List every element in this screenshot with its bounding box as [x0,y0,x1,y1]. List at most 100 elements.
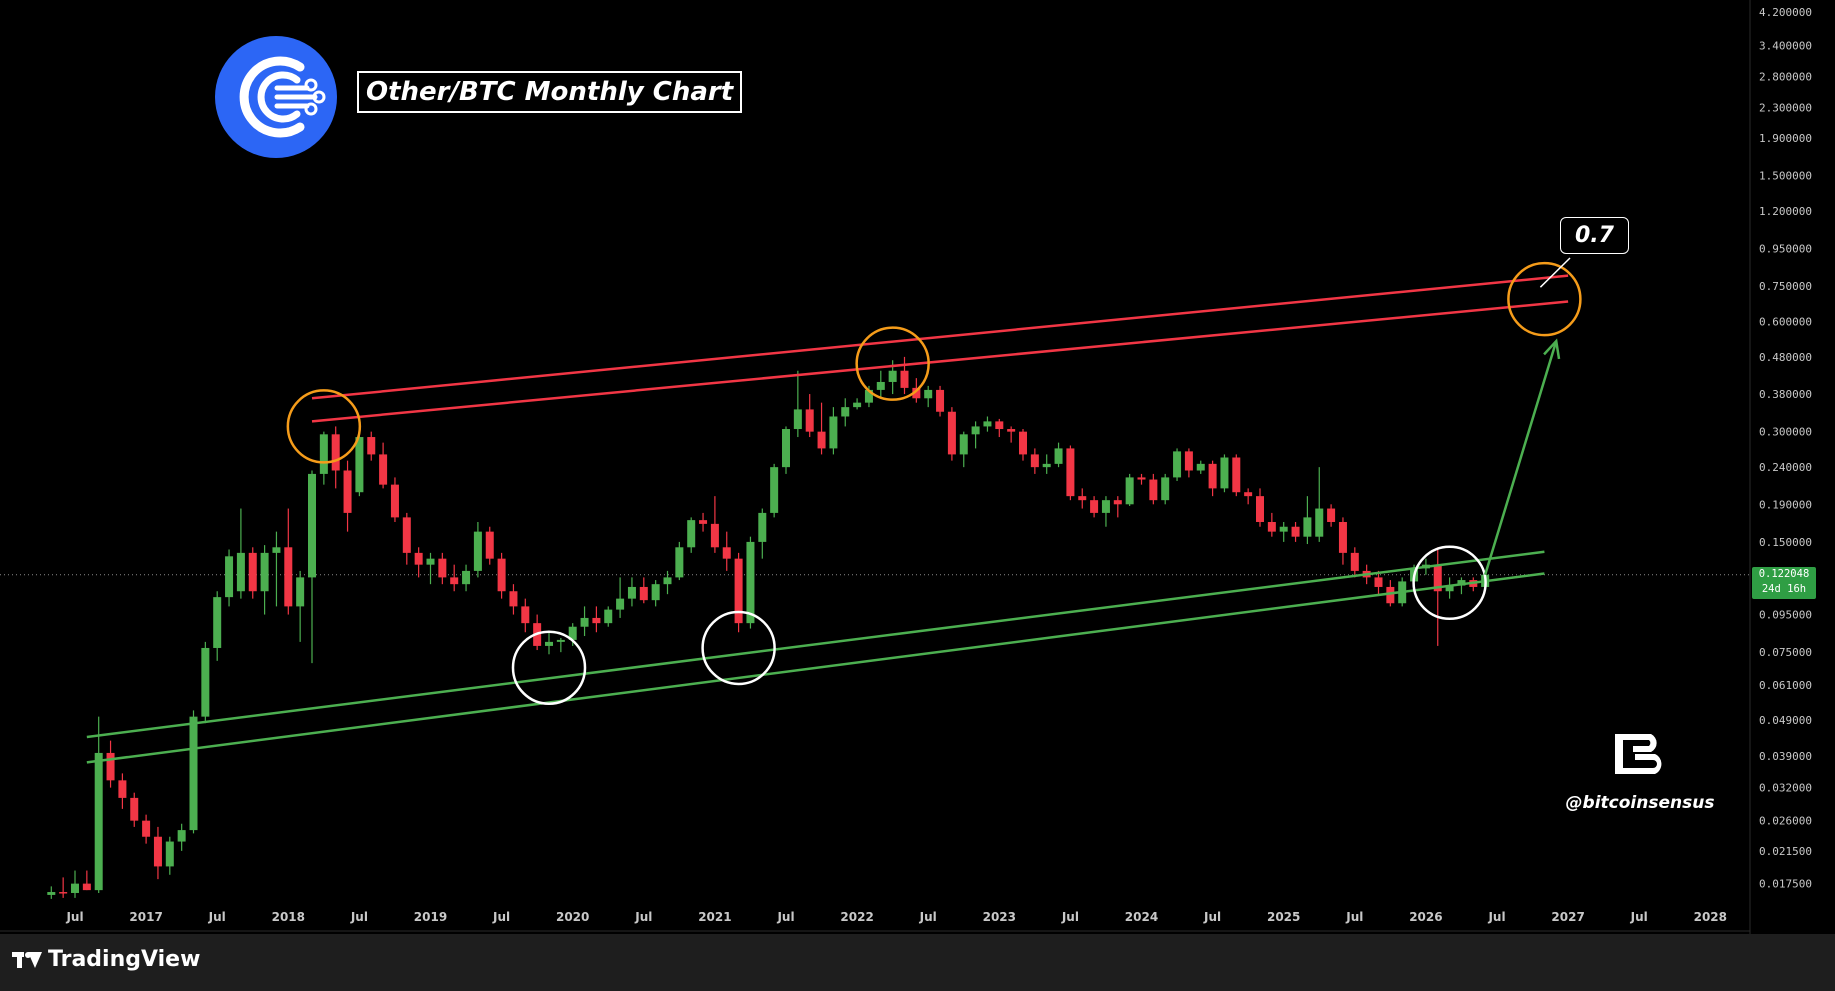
candle[interactable] [1173,448,1182,481]
highlight-circle-target-2026[interactable] [1507,261,1582,337]
projection-arrow[interactable] [1483,340,1558,576]
candle[interactable] [450,564,459,592]
candle[interactable] [1030,448,1039,474]
candle[interactable] [924,385,933,408]
candle[interactable] [1019,429,1027,461]
trendline-support-upper[interactable] [86,550,1545,739]
candle[interactable] [1113,496,1122,518]
candle[interactable] [1007,426,1016,443]
candle[interactable] [509,584,518,615]
highlight-circle-top-2022[interactable] [855,326,930,401]
candle[interactable] [94,716,103,893]
candle[interactable] [426,552,435,585]
candle[interactable] [1078,488,1087,509]
candle[interactable] [770,463,779,518]
candle[interactable] [1338,517,1347,565]
candle[interactable] [580,606,589,637]
candle[interactable] [485,526,494,565]
candle[interactable] [213,591,222,661]
trendline-resistance-upper[interactable] [311,274,1569,400]
candle[interactable] [236,508,245,599]
trendline-resistance-lower[interactable] [311,300,1569,423]
candle[interactable] [82,870,91,891]
candle[interactable] [651,580,660,607]
candle[interactable] [379,442,388,489]
candle[interactable] [1101,496,1110,527]
candle[interactable] [710,496,719,553]
candle[interactable] [793,370,802,438]
candle[interactable] [47,886,56,899]
highlight-circle-bottom-2019[interactable] [511,630,587,705]
candle[interactable] [1350,547,1359,578]
candle[interactable] [616,577,625,618]
candle[interactable] [165,836,174,875]
candle[interactable] [841,398,850,427]
candle[interactable] [343,460,352,532]
candle[interactable] [1208,460,1217,497]
candle[interactable] [592,606,601,633]
candle[interactable] [1090,496,1099,518]
highlight-circle-top-2018[interactable] [286,389,362,464]
candle[interactable] [782,426,790,474]
candle[interactable] [201,641,210,724]
candle[interactable] [1374,570,1383,595]
candle[interactable] [604,606,613,627]
candle[interactable] [545,632,553,655]
candle[interactable] [473,521,482,578]
candle[interactable] [1469,577,1478,592]
candle[interactable] [983,416,992,432]
candle[interactable] [390,477,399,522]
candle[interactable] [829,407,838,455]
candle[interactable] [319,431,328,485]
candle[interactable] [367,431,376,461]
candle[interactable] [995,418,1004,438]
candle[interactable] [1291,521,1300,542]
candle[interactable] [189,710,198,834]
candle[interactable] [900,356,909,395]
candle[interactable] [177,823,186,851]
candle[interactable] [355,431,364,497]
candle[interactable] [272,531,281,607]
candle[interactable] [817,402,826,455]
candle[interactable] [1042,454,1051,474]
candle[interactable] [414,547,423,578]
candle[interactable] [959,431,968,468]
candle[interactable] [687,517,696,553]
candle[interactable] [1256,488,1264,527]
candle[interactable] [142,814,151,844]
candle[interactable] [627,577,636,607]
candle[interactable] [1327,504,1336,527]
candle[interactable] [1433,547,1442,646]
candle[interactable] [402,512,411,565]
candle[interactable] [225,549,234,607]
candle[interactable] [556,637,565,653]
candle[interactable] [497,552,506,599]
candle[interactable] [296,570,305,642]
candle[interactable] [248,547,257,599]
candle[interactable] [260,545,269,615]
candle[interactable] [106,740,115,788]
candle[interactable] [1137,473,1146,485]
candle[interactable] [758,508,767,559]
candle[interactable] [1445,577,1454,599]
candle[interactable] [71,870,79,898]
candle[interactable] [699,512,708,532]
tradingview-logo[interactable]: TradingView [12,947,200,972]
candle[interactable] [1220,454,1229,493]
candle[interactable] [1457,577,1466,595]
candle[interactable] [805,394,814,438]
candle[interactable] [734,552,743,633]
candle[interactable] [284,508,293,615]
candle[interactable] [462,564,471,592]
candle[interactable] [1303,496,1312,545]
candle[interactable] [1196,460,1205,474]
candle[interactable] [308,470,316,664]
candle[interactable] [1161,473,1170,505]
candle[interactable] [1149,473,1158,505]
candle[interactable] [639,577,648,604]
highlight-circle-bottom-2021[interactable] [701,610,776,686]
candle[interactable] [438,552,447,585]
candle[interactable] [1232,454,1241,497]
candle[interactable] [153,826,162,880]
